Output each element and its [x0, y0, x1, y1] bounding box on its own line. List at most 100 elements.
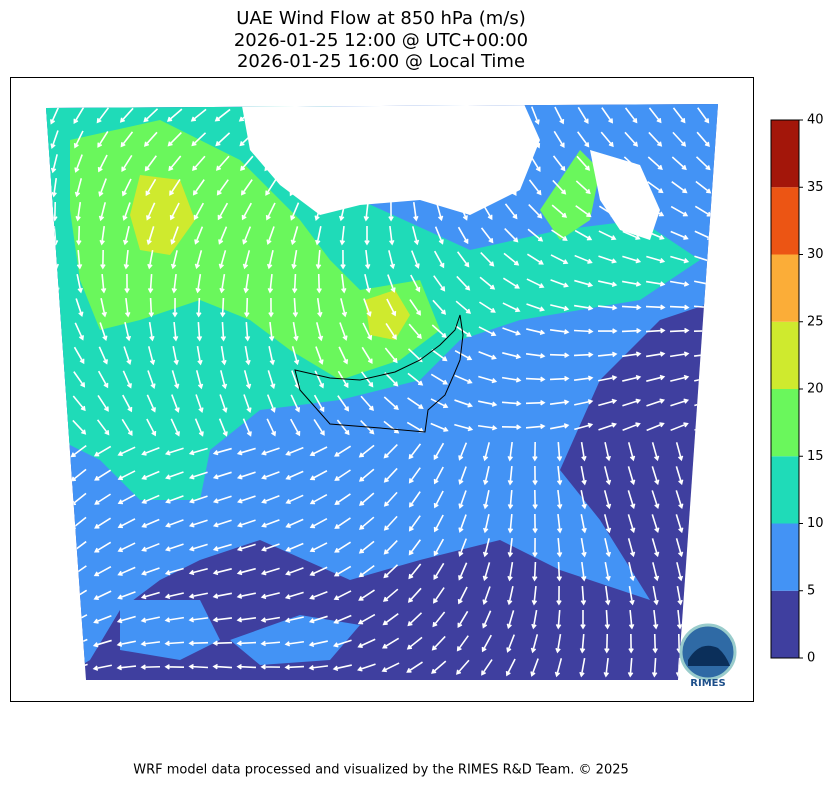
wind-arrow: [237, 495, 256, 504]
wind-arrow: [358, 468, 375, 482]
wind-arrow: [364, 249, 371, 270]
wind-arrow: [433, 466, 444, 485]
wind-arrow: [575, 205, 592, 218]
wind-arrow: [236, 663, 257, 670]
wind-arrow: [220, 370, 228, 390]
wind-arrow: [669, 327, 690, 334]
wind-arrow: [236, 640, 257, 647]
wind-arrow: [358, 516, 375, 530]
wind-arrow: [285, 542, 304, 552]
wind-arrow: [577, 131, 590, 148]
wind-arrow: [219, 394, 228, 414]
wind-arrow: [73, 346, 85, 365]
wind-arrow: [624, 131, 639, 147]
wind-arrow: [236, 592, 256, 599]
wind-arrow: [117, 591, 136, 600]
wind-arrow: [672, 131, 687, 147]
wind-arrow: [242, 226, 252, 245]
wind-arrow: [291, 346, 300, 366]
wind-arrow: [124, 297, 131, 318]
wind-arrow: [147, 273, 154, 294]
wind-arrow: [244, 297, 250, 318]
wind-arrow: [75, 298, 84, 318]
wind-arrow: [357, 613, 376, 625]
wind-arrow: [694, 422, 713, 431]
wind-arrow: [431, 660, 447, 674]
wind-arrow: [165, 495, 184, 504]
wind-arrow: [260, 640, 281, 647]
wind-arrow: [97, 130, 109, 148]
wind-arrow: [554, 658, 563, 678]
wind-arrow: [309, 566, 328, 577]
colorbar-bin: [771, 187, 799, 255]
wind-arrow: [699, 514, 708, 534]
wind-arrow: [46, 637, 64, 649]
wind-arrow: [383, 467, 398, 483]
wind-arrow: [164, 592, 184, 600]
wind-arrow: [341, 273, 347, 294]
wind-arrow: [220, 321, 227, 342]
wind-arrow: [316, 297, 323, 318]
wind-arrow: [695, 180, 712, 194]
speed-region: [540, 150, 600, 240]
wind-arrow: [408, 491, 421, 508]
colorbar-tick-label: 25: [807, 314, 824, 329]
wind-arrow: [383, 491, 398, 507]
wind-arrow: [676, 562, 684, 582]
wind-arrow: [171, 273, 178, 294]
wind-arrow: [433, 275, 446, 292]
wind-arrow: [363, 298, 372, 317]
wind-arrow: [435, 105, 441, 126]
wind-arrow: [93, 445, 112, 457]
wind-arrow: [94, 517, 112, 529]
wind-arrow: [315, 346, 324, 365]
wind-arrow: [530, 634, 539, 654]
wind-arrow: [381, 637, 400, 649]
wind-arrow: [700, 538, 708, 558]
wind-arrow: [121, 178, 132, 197]
wind-arrow: [459, 178, 468, 198]
wind-arrow: [364, 274, 372, 294]
wind-arrow: [215, 132, 231, 147]
wind-arrow: [93, 541, 112, 553]
wind-arrow: [196, 345, 203, 366]
wind-arrow: [675, 466, 684, 486]
wind-arrow: [556, 465, 563, 486]
wind-arrow: [47, 420, 64, 434]
wind-arrow: [98, 178, 107, 197]
wind-arrow: [575, 180, 591, 195]
wind-arrow: [482, 562, 491, 582]
wind-arrow: [164, 567, 184, 576]
wind-arrow: [308, 615, 328, 624]
wind-arrow: [580, 537, 587, 558]
wind-arrow: [600, 131, 614, 148]
wind-arrow: [263, 108, 279, 122]
logo-wave: [688, 645, 730, 666]
footer: WRF model data processed and visualized …: [133, 763, 629, 778]
wind-arrow: [148, 321, 155, 342]
wind-arrow: [409, 299, 421, 316]
wind-arrow: [433, 514, 444, 533]
wind-arrow: [98, 202, 107, 222]
wind-arrow: [604, 442, 611, 462]
wind-arrow: [170, 250, 178, 270]
wind-arrow: [266, 394, 276, 413]
wind-arrow: [627, 490, 636, 510]
wind-arrow: [532, 441, 538, 462]
wind-arrow: [483, 514, 490, 534]
wind-arrow: [483, 490, 490, 510]
wind-arrow: [364, 225, 370, 246]
wind-arrow: [116, 640, 136, 647]
wind-arrow: [74, 154, 83, 173]
wind-arrow: [260, 567, 280, 576]
wind-arrow: [458, 442, 468, 461]
wind-arrow: [507, 561, 514, 582]
wind-arrow: [507, 130, 516, 149]
wind-arrow: [526, 278, 545, 289]
wind-arrow: [68, 663, 88, 672]
wind-arrow: [243, 394, 252, 413]
wind-arrow: [506, 610, 515, 630]
wind-arrow: [555, 609, 562, 630]
wind-arrow: [147, 346, 156, 366]
wind-arrow: [484, 105, 491, 126]
